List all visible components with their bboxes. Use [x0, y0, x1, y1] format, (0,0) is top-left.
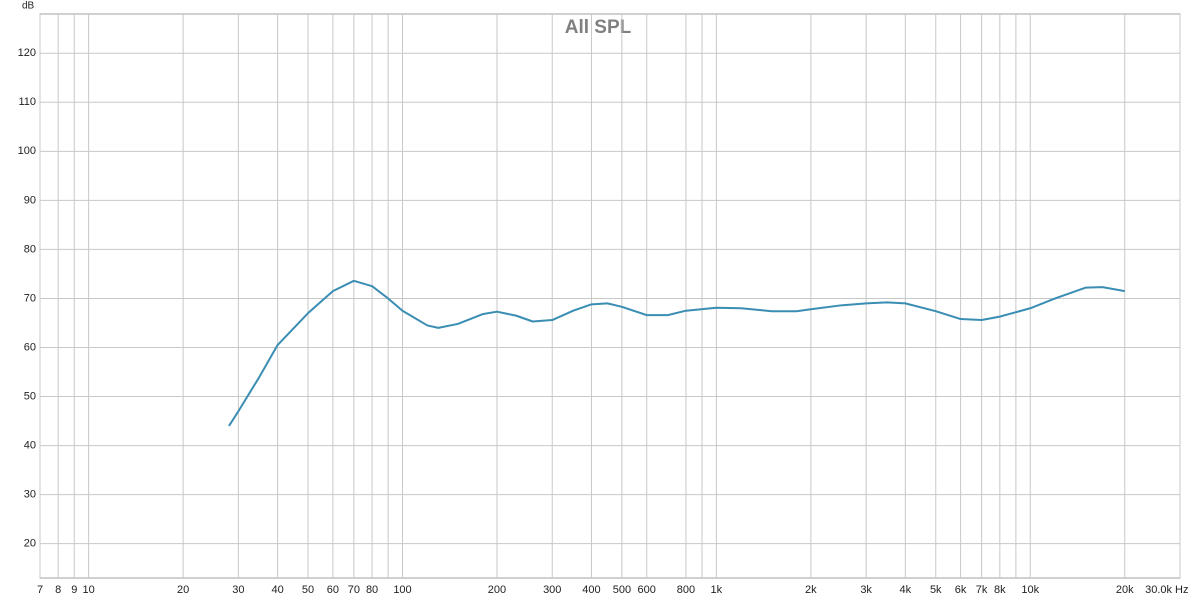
x-tick-label: 5k: [930, 584, 942, 596]
x-tick-label: 600: [638, 584, 656, 596]
y-tick-label: 30: [24, 489, 36, 501]
x-tick-label: 30.0k: [1145, 584, 1172, 596]
x-tick-label: 10k: [1021, 584, 1039, 596]
x-tick-label: 30: [232, 584, 244, 596]
y-tick-label: 120: [18, 47, 36, 59]
x-tick-label: 3k: [860, 584, 872, 596]
y-tick-label: 50: [24, 390, 36, 402]
x-tick-label: 4k: [900, 584, 912, 596]
x-tick-label: 40: [271, 584, 283, 596]
x-tick-label: 1k: [711, 584, 723, 596]
y-tick-label: 110: [18, 96, 36, 108]
x-tick-label: 8k: [994, 584, 1006, 596]
y-tick-label: 80: [24, 243, 36, 255]
x-tick-label: 9: [71, 584, 77, 596]
x-tick-label: 6k: [955, 584, 967, 596]
x-tick-label: 20k: [1116, 584, 1134, 596]
x-tick-label: 80: [366, 584, 378, 596]
plot-area: [39, 13, 1181, 579]
y-tick-label: 40: [24, 439, 36, 451]
y-tick-label: 20: [24, 538, 36, 550]
x-tick-label: 800: [677, 584, 695, 596]
x-tick-label: 8: [55, 584, 61, 596]
x-tick-label: 10: [82, 584, 94, 596]
x-tick-label: 60: [327, 584, 339, 596]
y-tick-label: 70: [24, 292, 36, 304]
y-tick-label: 60: [24, 341, 36, 353]
y-tick-label: 90: [24, 194, 36, 206]
x-tick-label: 7k: [976, 584, 988, 596]
x-tick-label: 7: [37, 584, 43, 596]
x-tick-label: 2k: [805, 584, 817, 596]
y-axis-label: dB: [22, 1, 35, 12]
x-tick-label: 20: [177, 584, 189, 596]
y-tick-label: 100: [18, 145, 36, 157]
x-tick-label: 50: [302, 584, 314, 596]
x-tick-label: 300: [543, 584, 561, 596]
x-axis-label: Hz: [1175, 584, 1188, 596]
x-tick-label: 100: [393, 584, 411, 596]
data-line: [228, 279, 1125, 427]
x-tick-label: 500: [613, 584, 631, 596]
x-tick-label: 200: [488, 584, 506, 596]
x-tick-label: 400: [582, 584, 600, 596]
x-tick-label: 70: [348, 584, 360, 596]
chart-title: All SPL: [565, 17, 632, 38]
